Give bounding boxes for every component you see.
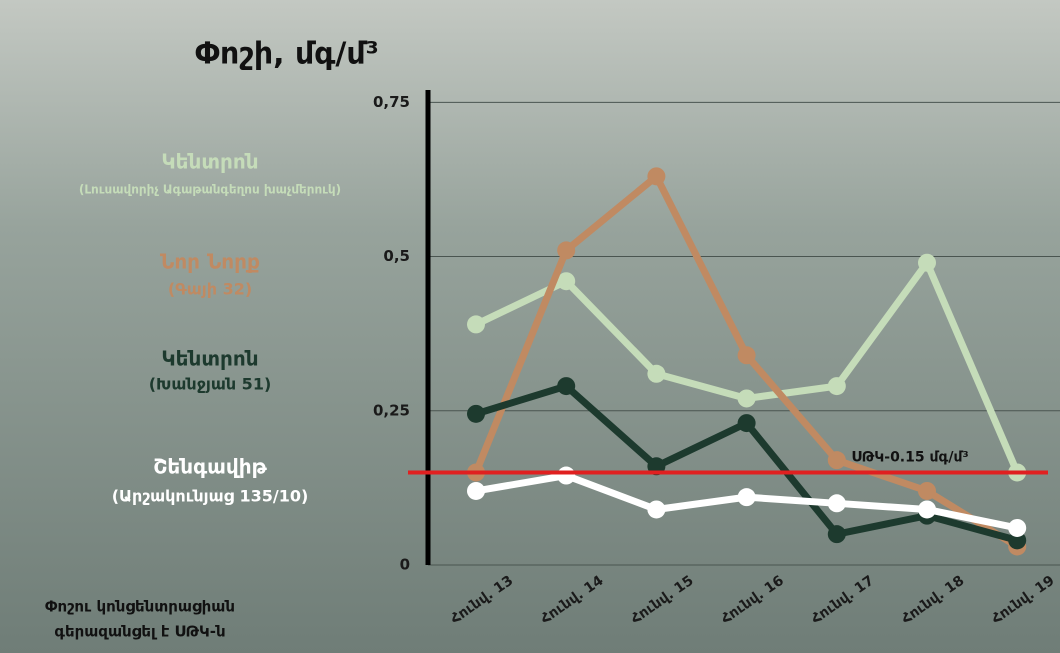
series-point [647,365,665,383]
series-point [467,482,485,500]
legend-address: (Խանջյան 51) [149,375,272,394]
series-point [828,494,846,512]
legend-name: Կենտրոն [161,150,258,174]
legend-name: Նոր Նորք [160,250,260,274]
series-point [918,482,936,500]
series-point [1008,519,1026,537]
footnote: Փոշու կոնցենտրացիան [45,598,235,616]
footnote: գերազանցել է ՍԹԿ-ն [54,623,225,641]
series-point [557,377,575,395]
chart-title: Փոշի, մգ/մ³ [195,37,379,72]
legend-address: (Արշակունյաց 135/10) [112,487,309,506]
series-point [467,405,485,423]
y-tick-label: 0,5 [383,247,410,265]
background [0,0,1060,653]
series-point [557,241,575,259]
legend-name: Կենտրոն [161,347,258,371]
series-point [738,414,756,432]
y-tick-label: 0,25 [373,401,410,419]
series-point [738,488,756,506]
series-point [467,315,485,333]
series-point [828,377,846,395]
series-point [828,525,846,543]
series-point [647,500,665,518]
series-point [557,467,575,485]
legend-address: (Գայի 32) [168,280,252,299]
series-point [738,346,756,364]
legend-address: (Լուսավորիչ Ագաթանգեղոս խաչմերուկ) [79,183,341,197]
chart: Փոշի, մգ/մ³ 0 0,25 0,5 0,75 Կենտրոն (Լուսավոր… [0,0,1060,653]
series-point [738,389,756,407]
page: {"chart_data": {"type": "line", "title":… [0,0,1060,653]
y-tick-label: 0,75 [373,93,410,111]
series-point [918,254,936,272]
y-tick-label: 0 [400,556,410,574]
legend-name: Շենգավիթ [153,455,267,479]
series-point [647,167,665,185]
series-point [828,451,846,469]
threshold-label: ՍԹԿ-0.15 մգ/մ³ [851,449,968,465]
series-point [918,500,936,518]
